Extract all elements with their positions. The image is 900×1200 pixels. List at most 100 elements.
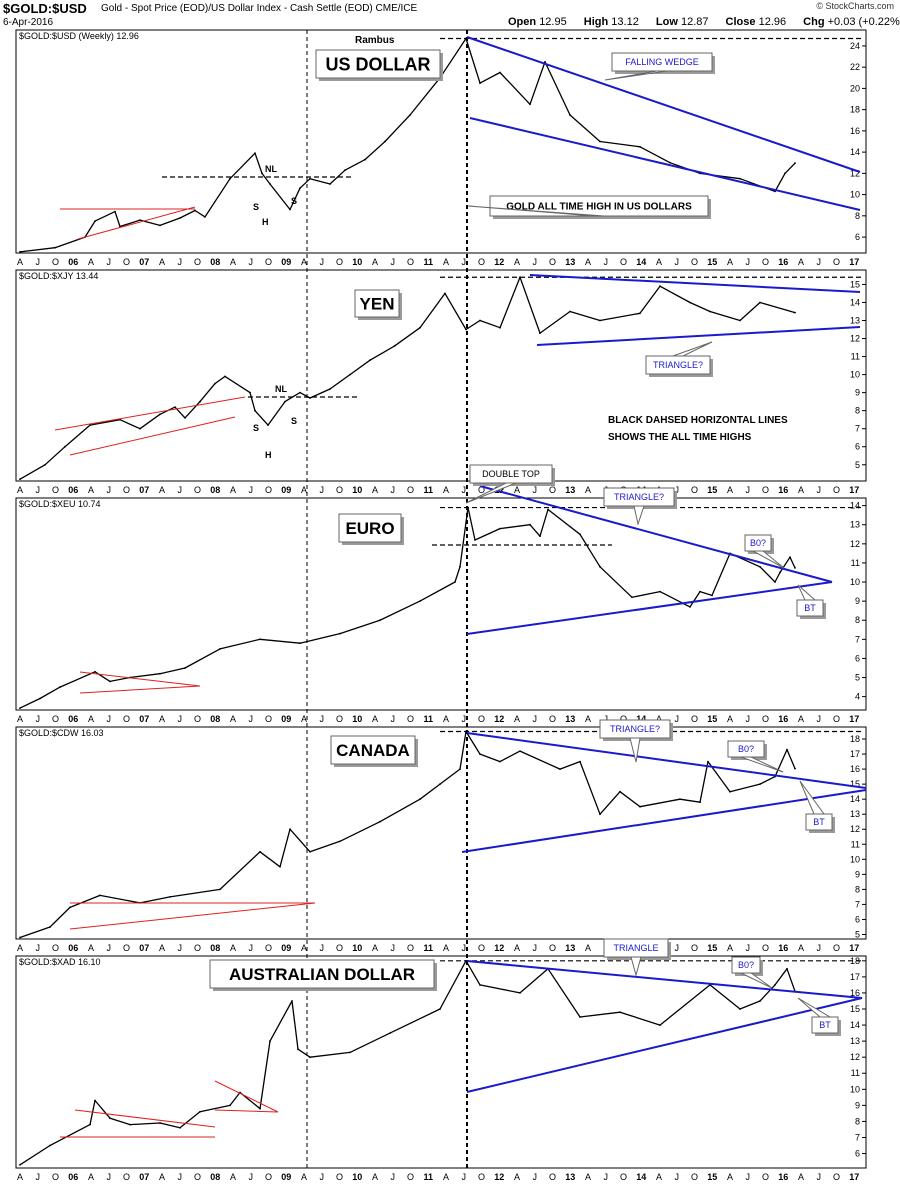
eur-double-top-label-pointer xyxy=(465,482,517,504)
eur-panel-label-box xyxy=(338,513,402,543)
panel-3-y-tick-label: 14 xyxy=(850,501,860,511)
panel-3-x-tick-label: J xyxy=(533,714,538,724)
panel-4-x-tick-label: J xyxy=(178,943,183,953)
panel-4-x-tick-label: A xyxy=(727,943,733,953)
panel-4-x-tick-label: 13 xyxy=(565,943,575,953)
panel-3-price-point xyxy=(711,594,713,597)
panel-1-x-tick-label: J xyxy=(675,257,680,267)
panel-3-x-tick-label: J xyxy=(746,714,751,724)
panel-5-x-tick-label: O xyxy=(336,1172,343,1182)
panel-4-price-point xyxy=(794,767,796,770)
panel-4-price-point xyxy=(699,801,701,804)
panel-1-y-tick-label: 6 xyxy=(855,232,860,242)
panel-3-x-tick-label: O xyxy=(123,714,130,724)
panel-2-price-point xyxy=(254,409,256,412)
panel-5-price-point xyxy=(229,1104,231,1107)
panel-1-x-tick-label: J xyxy=(817,257,822,267)
panel-4-y-tick-label: 14 xyxy=(850,794,860,804)
panel-3-price-point xyxy=(184,667,186,669)
panel-5-x-tick-label: 13 xyxy=(565,1172,575,1182)
panel-4-y-tick-label: 8 xyxy=(855,884,860,894)
panel-4-x-tick-label: J xyxy=(746,943,751,953)
aud-triangle-upper-line xyxy=(466,960,863,999)
panel-2-x-tick-label: A xyxy=(17,485,23,495)
panel-5-y-tick-label: 12 xyxy=(850,1052,860,1062)
panel-1-price-point xyxy=(229,177,231,180)
panel-3-price-point xyxy=(59,686,61,688)
panel-1-x-tick-label: 11 xyxy=(423,257,433,267)
panel-5-price-point xyxy=(579,1016,581,1018)
panel-4-x-tick-label: O xyxy=(762,943,769,953)
panel-1-price-point xyxy=(269,183,271,185)
cad-triangle-lower-line xyxy=(461,789,867,853)
panel-4-x-tick-label: 09 xyxy=(281,943,291,953)
panel-2-price-point xyxy=(569,310,571,313)
panel-5-x-tick-label: A xyxy=(585,1172,591,1182)
panel-3-x-tick-label: J xyxy=(107,714,112,724)
panel-5-x-tick-label: 11 xyxy=(423,1172,433,1182)
panel-1-x-tick-label: A xyxy=(372,257,378,267)
panel-3-price-point xyxy=(631,596,633,599)
panel-2-x-tick-label: O xyxy=(478,485,485,495)
high-label: High xyxy=(583,16,609,28)
panel-2-price-point xyxy=(465,328,467,331)
panel-1-x-tick-label: O xyxy=(265,257,272,267)
panel-5-price-point xyxy=(519,992,521,994)
panel-3-price-point xyxy=(339,632,341,635)
panel-1-x-tick-label: O xyxy=(478,257,485,267)
eur-double-top-label: DOUBLE TOP xyxy=(465,464,555,504)
panel-5-y-tick-label: 6 xyxy=(855,1149,860,1159)
panel-2-x-tick-label: O xyxy=(549,485,556,495)
panel-1-price-point xyxy=(794,162,796,165)
panel-1-x-tick-label: J xyxy=(604,257,609,267)
panel-3-price-point xyxy=(459,565,461,568)
panel-4-x-tick-label: A xyxy=(585,943,591,953)
panel-3-x-tick-label: 15 xyxy=(707,714,717,724)
panel-1-price-point xyxy=(159,224,161,227)
panel-4-x-tick-label: O xyxy=(407,943,414,953)
close-value: 12.96 xyxy=(758,16,787,28)
panel-5-price-point xyxy=(786,967,788,970)
panel-1-price-point xyxy=(639,145,641,148)
panel-5-x-tick-label: O xyxy=(478,1172,485,1182)
panel-1-x-tick-label: 13 xyxy=(565,257,575,267)
panel-5-x-tick-label: 14 xyxy=(636,1172,646,1182)
panel-3-price-point xyxy=(467,506,469,509)
panel-2-price-point xyxy=(309,397,311,399)
panel-5-price-point xyxy=(309,1056,311,1059)
panel-4-x-tick-label: O xyxy=(123,943,130,953)
panel-4-price-point xyxy=(339,840,341,843)
panel-5-x-tick-label: 08 xyxy=(210,1172,220,1182)
usd-falling-wedge-label: FALLING WEDGE xyxy=(604,52,715,81)
panel-5-x-tick-label: 16 xyxy=(778,1172,788,1182)
panel-2-x-tick-label: O xyxy=(762,485,769,495)
panel-2-x-tick-label: O xyxy=(691,485,698,495)
panel-3-x-tick-label: 13 xyxy=(565,714,575,724)
panel-1-x-tick-label: J xyxy=(178,257,183,267)
panel-1-price-point xyxy=(544,61,546,63)
panel-3-x-tick-label: A xyxy=(514,714,520,724)
aud-backtest-label-text: BT xyxy=(819,1020,831,1030)
panel-3-price-point xyxy=(419,600,421,602)
panel-1-title: $GOLD:$USD (Weekly) 12.96 xyxy=(19,31,139,41)
aud-backtest-label-pointer xyxy=(797,997,832,1018)
cad-panel-label: CANADA xyxy=(330,735,418,767)
panel-1-price-point xyxy=(204,216,206,218)
panel-3-y-tick-label: 11 xyxy=(851,558,860,568)
aud-panel-label: AUSTRALIAN DOLLAR xyxy=(209,959,437,991)
panel-2-x-tick-label: 10 xyxy=(352,485,362,495)
panel-4-x-tick-label: J xyxy=(817,943,822,953)
panel-3-x-tick-label: J xyxy=(320,714,325,724)
panel-5-price-point xyxy=(479,984,481,986)
panel-5-price-point xyxy=(659,1024,661,1026)
panel-3-x-tick-label: A xyxy=(727,714,733,724)
panel-4-price-point xyxy=(419,798,421,801)
yen-triangle-label-pointer xyxy=(672,341,713,357)
panel-2-frame xyxy=(15,269,867,482)
symbol-title: $GOLD:$USD xyxy=(3,1,87,16)
panel-4-price-point xyxy=(619,790,621,793)
usd-ath-label: GOLD ALL TIME HIGH IN US DOLLARS xyxy=(467,195,711,219)
panel-5-x-tick-label: A xyxy=(372,1172,378,1182)
cad-triangle-label-text: TRIANGLE? xyxy=(610,724,660,734)
panel-5-x-tick-label: A xyxy=(443,1172,449,1182)
